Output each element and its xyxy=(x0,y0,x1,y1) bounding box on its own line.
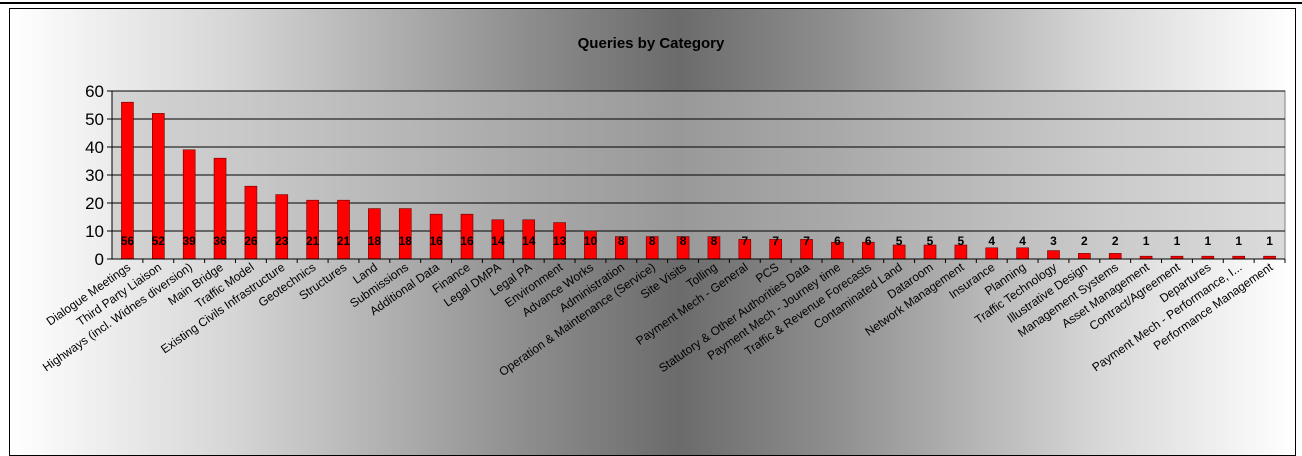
y-tick-label: 10 xyxy=(85,222,104,241)
data-label: 26 xyxy=(244,234,258,248)
data-label: 14 xyxy=(522,234,536,248)
data-label: 56 xyxy=(121,234,135,248)
bar xyxy=(1016,247,1029,260)
data-label: 1 xyxy=(1204,234,1211,248)
bar xyxy=(306,199,319,260)
data-label: 5 xyxy=(927,234,934,248)
data-label: 6 xyxy=(865,234,872,248)
data-label: 8 xyxy=(711,234,718,248)
data-label: 18 xyxy=(368,234,382,248)
chart-title: Queries by Category xyxy=(578,35,725,52)
data-label: 23 xyxy=(275,234,289,248)
data-label: 14 xyxy=(491,234,505,248)
data-label: 16 xyxy=(460,234,474,248)
data-label: 5 xyxy=(958,234,965,248)
data-label: 52 xyxy=(152,234,166,248)
bar xyxy=(1078,253,1091,260)
bar xyxy=(1108,253,1122,260)
data-label: 4 xyxy=(988,234,995,248)
bar xyxy=(985,247,999,260)
data-label: 21 xyxy=(337,234,351,248)
data-label: 36 xyxy=(213,234,227,248)
data-label: 7 xyxy=(772,234,779,248)
y-tick-label: 40 xyxy=(85,138,104,157)
data-label: 1 xyxy=(1235,234,1242,248)
y-tick-label: 0 xyxy=(95,250,104,269)
bar xyxy=(275,194,289,260)
data-label: 21 xyxy=(306,234,320,248)
data-label: 6 xyxy=(834,234,841,248)
y-axis: 0 10 20 30 40 50 60 xyxy=(85,82,113,269)
data-label: 1 xyxy=(1174,234,1181,248)
data-label: 1 xyxy=(1266,234,1273,248)
data-label: 8 xyxy=(649,234,656,248)
data-label: 2 xyxy=(1112,234,1119,248)
data-label: 7 xyxy=(741,234,748,248)
data-label: 8 xyxy=(618,234,625,248)
data-label: 8 xyxy=(680,234,687,248)
top-rule xyxy=(0,2,1302,4)
bar xyxy=(1047,250,1060,260)
data-label: 10 xyxy=(584,234,598,248)
y-tick-label: 30 xyxy=(85,166,104,185)
bar xyxy=(244,185,258,260)
y-tick-label: 20 xyxy=(85,194,104,213)
data-label: 3 xyxy=(1050,234,1057,248)
data-labels: 56 52 39 36 26 23 21 21 18 18 16 16 14 14 13 10 8 8 8 8 7 7 7 6… xyxy=(121,234,1273,248)
bar xyxy=(337,199,350,260)
data-label: 7 xyxy=(803,234,810,248)
data-label: 4 xyxy=(1019,234,1026,248)
data-label: 2 xyxy=(1081,234,1088,248)
data-label: 39 xyxy=(182,234,196,248)
bars xyxy=(121,101,1276,260)
data-label: 16 xyxy=(429,234,443,248)
y-tick-label: 50 xyxy=(85,110,104,129)
data-label: 18 xyxy=(399,234,413,248)
y-tick-label: 60 xyxy=(85,82,104,101)
data-label: 1 xyxy=(1143,234,1150,248)
data-label: 13 xyxy=(553,234,567,248)
data-label: 5 xyxy=(896,234,903,248)
